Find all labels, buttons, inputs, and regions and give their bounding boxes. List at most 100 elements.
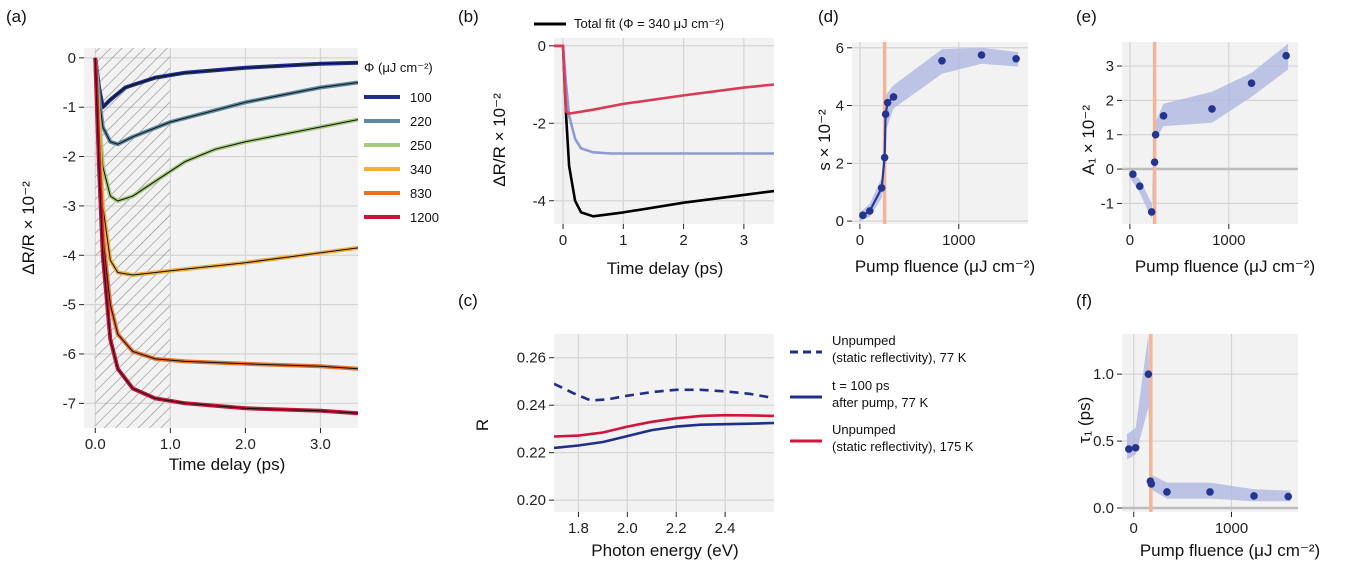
panel-c-ytick-label-3: 0.26 xyxy=(517,350,546,367)
panel-b-xtick-label-2: 2 xyxy=(679,232,687,249)
panel-d-xlabel: Pump fluence (μJ cm⁻²) xyxy=(855,257,1035,276)
panel-b-ytick-label-1: -2 xyxy=(533,115,546,132)
panel-a-ytick-label-4: -4 xyxy=(63,247,76,264)
panel-c-legend-1-line1: t = 100 ps xyxy=(832,378,890,393)
panel-a-ytick-label-6: -6 xyxy=(63,346,76,363)
panel-d-point-9 xyxy=(1012,54,1020,63)
panel-f-point-0 xyxy=(1125,445,1133,453)
panel-f-ytick-label-1: 0.5 xyxy=(1093,433,1114,450)
panel-e-ytick-label-3: 2 xyxy=(1106,92,1114,109)
panel-e-ylabel: A₁ × 10⁻² xyxy=(1079,105,1098,175)
panel-a-xtick-label-2: 2.0 xyxy=(235,436,256,453)
panel-f-plot: 0 1000 0.0 0.5 1.0 xyxy=(1093,334,1298,537)
panel-f-point-8 xyxy=(1284,492,1293,501)
panel-b-legend-total: Total fit (Φ = 340 μJ cm⁻²) xyxy=(574,16,724,31)
panel-e-point-8 xyxy=(1282,51,1290,60)
panel-c-series-2 xyxy=(554,413,774,438)
panel-d-point-8 xyxy=(977,51,986,59)
panel-a-legend-label-1: 220 xyxy=(410,114,432,129)
panel-c-ytick-label-1: 0.22 xyxy=(517,445,546,462)
panel-d-point-5 xyxy=(883,98,892,107)
panel-d-ylabel: s × 10⁻² xyxy=(815,109,834,171)
panel-a-ytick-label-0: 0 xyxy=(68,50,76,67)
panel-b-xtick-label-1: 1 xyxy=(619,232,627,249)
panel-f-point-6 xyxy=(1206,488,1214,496)
panel-a-legend-label-0: 100 xyxy=(410,90,432,105)
panel-f-point-7 xyxy=(1250,492,1258,500)
panel-a-legend-label-3: 340 xyxy=(410,162,432,177)
panel-e-point-6 xyxy=(1208,105,1216,113)
panel-e-xtick-label-1: 1000 xyxy=(1212,232,1245,249)
panel-c-ytick-label-0: 0.20 xyxy=(517,492,546,509)
panel-a-letter: (a) xyxy=(6,7,27,26)
panel-d-xtick-label-0: 0 xyxy=(856,232,864,249)
panel-d-xtick-label-1: 1000 xyxy=(942,232,975,249)
panel-f-point-5 xyxy=(1163,488,1171,496)
panel-a-fit-5 xyxy=(94,57,358,414)
panel-c-xtick-label-3: 2.4 xyxy=(715,520,736,537)
panel-b-ytick-label-0: 0 xyxy=(538,38,546,55)
panel-f-point-2 xyxy=(1144,370,1153,378)
panel-e-point-0 xyxy=(1129,170,1137,179)
panel-e-xtick-label-0: 0 xyxy=(1126,232,1134,249)
panel-e-point-7 xyxy=(1247,79,1256,88)
panel-b-letter: (b) xyxy=(458,7,479,26)
panel-a-xtick-label-3: 3.0 xyxy=(310,436,331,453)
panel-c-legend-1-line2: after pump, 77 K xyxy=(832,395,928,410)
panel-e-xlabel: Pump fluence (μJ cm⁻²) xyxy=(1135,257,1315,276)
panel-e-ytick-label-0: -1 xyxy=(1101,195,1114,212)
panel-f-xtick-label-1: 1000 xyxy=(1215,520,1248,537)
panel-e-point-4 xyxy=(1151,130,1160,139)
panel-c-xtick-label-1: 2.0 xyxy=(617,520,638,537)
panel-e-letter: (e) xyxy=(1076,7,1097,26)
panel-a-plot: 0.0 1.0 2.0 3.0 0 -1 -2 -3 -4 -5 -6 -7 xyxy=(63,48,358,453)
panel-c-letter: (c) xyxy=(458,291,478,310)
panel-d-point-1 xyxy=(865,207,874,215)
panel-a-legend-label-5: 1200 xyxy=(410,210,439,225)
panel-a-fit-1 xyxy=(94,57,358,145)
panel-f-xtick-label-0: 0 xyxy=(1130,520,1138,537)
panel-b-series-2 xyxy=(554,44,774,115)
panel-a-xtick-label-1: 1.0 xyxy=(160,436,181,453)
panel-a-xtick-label-0: 0.0 xyxy=(85,436,106,453)
panel-a-legend-label-4: 830 xyxy=(410,186,432,201)
panel-a-xlabel: Time delay (ps) xyxy=(169,455,286,474)
panel-c-legend-0-line1: Unpumped xyxy=(832,333,896,348)
panel-c-legend: Unpumped (static reflectivity), 77 K t =… xyxy=(790,333,974,454)
panel-c-legend-2-line1: Unpumped xyxy=(832,422,896,437)
panel-d-ytick-label-0: 0 xyxy=(836,213,844,230)
panel-c-xtick-label-0: 1.8 xyxy=(568,520,589,537)
panel-f-point-1 xyxy=(1131,443,1140,452)
panel-c-xtick-label-2: 2.2 xyxy=(666,520,687,537)
panel-e-point-5 xyxy=(1159,112,1168,120)
panel-e-uncertainty-band xyxy=(1129,43,1289,219)
panel-d-ytick-label-2: 4 xyxy=(836,98,844,115)
panel-b-xlabel: Time delay (ps) xyxy=(607,259,724,278)
panel-e-ytick-label-2: 1 xyxy=(1106,127,1114,144)
panel-e-point-1 xyxy=(1135,182,1144,191)
panel-d-letter: (d) xyxy=(818,7,839,26)
panel-f-ytick-label-2: 1.0 xyxy=(1093,366,1114,383)
panel-a-ytick-label-7: -7 xyxy=(63,395,76,412)
panel-a-legend-title: Φ (μJ cm⁻²) xyxy=(364,60,433,75)
panel-a-ytick-label-5: -5 xyxy=(63,297,76,314)
panel-f-xlabel: Pump fluence (μJ cm⁻²) xyxy=(1140,541,1320,560)
panel-d-plot: 0 1000 0 2 4 6 xyxy=(836,40,1028,249)
panel-d-ytick-label-3: 6 xyxy=(836,40,844,57)
panel-d-point-3 xyxy=(880,153,889,162)
panel-c-legend-2-line2: (static reflectivity), 175 K xyxy=(832,439,974,454)
panel-d-point-6 xyxy=(889,93,898,101)
panel-e-ytick-label-1: 0 xyxy=(1106,161,1114,178)
panel-a-ylabel: ΔR/R × 10⁻² xyxy=(19,181,38,275)
plot-layer: 0.0 1.0 2.0 3.0 0 -1 -2 -3 -4 -5 -6 -7 0 1 2 3 0 -2 -4 1.8 2… xyxy=(63,38,1298,537)
panel-d-point-7 xyxy=(938,56,946,65)
panel-f-letter: (f) xyxy=(1076,291,1092,310)
panel-f-ylabel: τ₁ (ps) xyxy=(1075,397,1094,443)
panel-c-series-1 xyxy=(554,421,774,450)
panel-c-ylabel: R xyxy=(473,419,492,431)
panel-c-series-0 xyxy=(554,382,774,402)
panel-b-xtick-label-3: 3 xyxy=(740,232,748,249)
panel-c-plot: 1.8 2.0 2.2 2.4 0.20 0.22 0.24 0.26 xyxy=(517,334,774,537)
panel-b-ylabel: ΔR/R × 10⁻² xyxy=(490,93,509,187)
